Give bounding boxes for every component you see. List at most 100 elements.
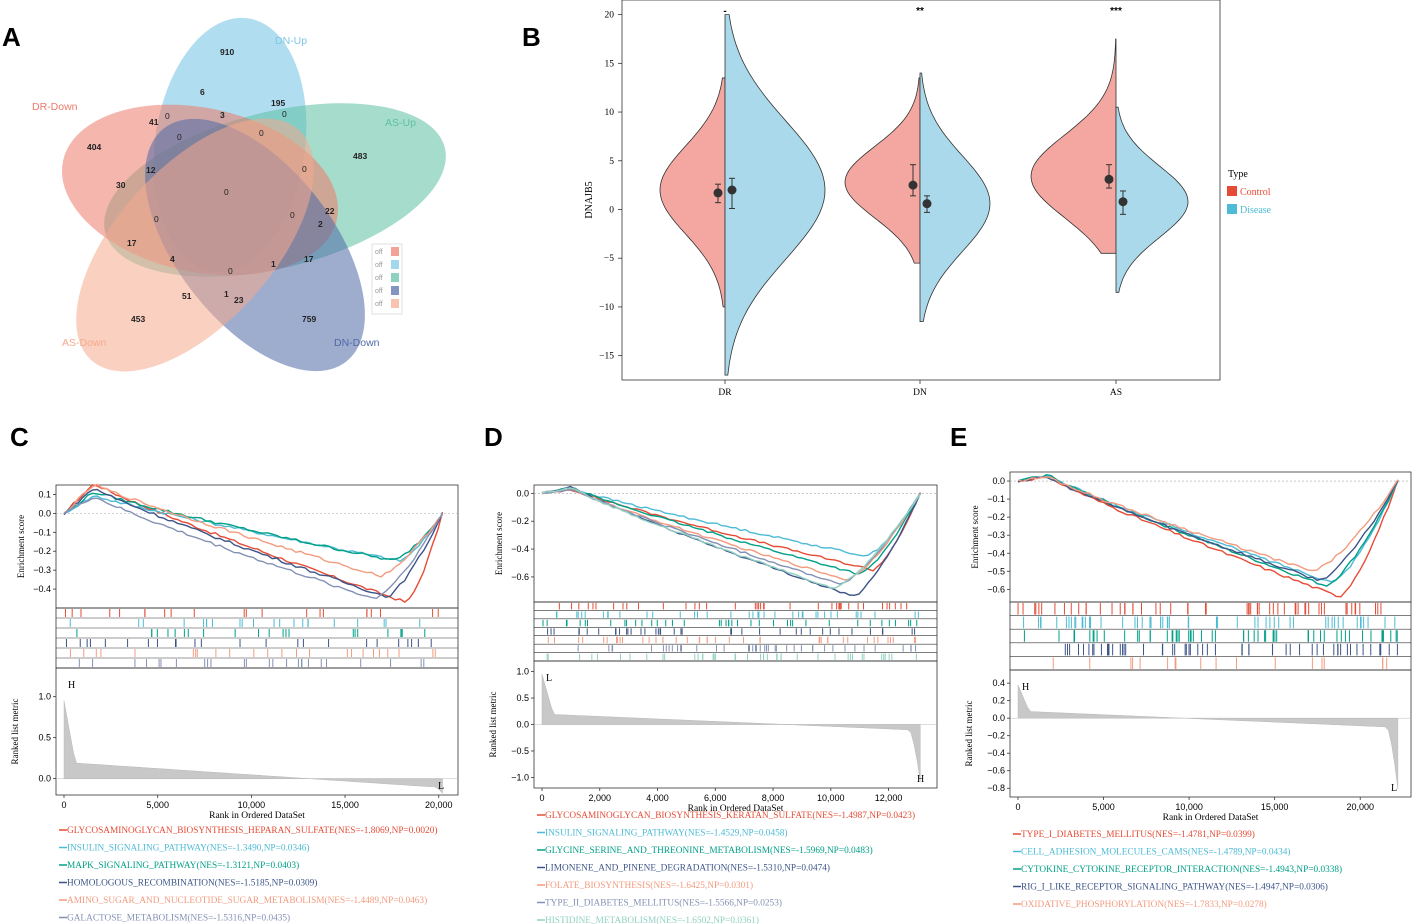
venn-count: 453 xyxy=(131,314,145,324)
venn-count: 17 xyxy=(304,254,314,264)
gsea-legend-label: OXIDATIVE_PHOSPHORYLATION(NES=-1.7833,NP… xyxy=(1021,899,1267,910)
venn-legend-swatch xyxy=(391,299,399,308)
gsea-legend-label: GLYCINE_SERINE_AND_THREONINE_METABOLISM(… xyxy=(545,845,873,856)
venn-count: 0 xyxy=(177,132,182,142)
gsea-legend-label: INSULIN_SIGNALING_PATHWAY(NES=-1.3490,NP… xyxy=(67,843,309,854)
panel-label-b: B xyxy=(522,22,541,52)
gsea-metric-tick-label: 0.4 xyxy=(992,678,1005,688)
gsea-xlabel: Rank in Ordered DataSet xyxy=(688,804,784,814)
gsea-metric-frame xyxy=(1009,669,1412,798)
gsea-es-tick-label: 0.0 xyxy=(992,476,1005,486)
venn-legend-swatch xyxy=(391,247,399,256)
gsea-metric-area xyxy=(1017,684,1399,790)
gsea-corner-top: H xyxy=(1022,682,1029,693)
gsea-legend-label: GALACTOSE_METABOLISM(NES=-1.5316,NP=0.04… xyxy=(67,913,290,924)
gsea-metric-ylabel: Ranked list metric xyxy=(488,692,498,758)
gsea-metric-ylabel: Ranked list metric xyxy=(10,699,20,765)
gsea-metric-tick-label: −1.0 xyxy=(511,772,529,782)
gsea-metric-tick-label: 0.0 xyxy=(38,774,51,784)
venn-count: 3 xyxy=(220,110,225,120)
gsea-es-ylabel: Enrichment score xyxy=(494,512,504,575)
venn-diagram: DN-Up DR-Down AS-Up AS-Down DN-Down 910 … xyxy=(32,17,446,372)
violin-legend-swatch-control xyxy=(1227,186,1237,196)
venn-count: 0 xyxy=(228,266,233,276)
violin-mean-point xyxy=(727,185,737,195)
gsea-xtick-label: 10,000 xyxy=(817,793,845,803)
gsea-es-curve xyxy=(63,492,444,561)
gsea-es-curve xyxy=(63,488,444,598)
gsea-legend-label: TYPE_II_DIABETES_MELLITUS(NES=-1.5566,NP… xyxy=(545,898,782,909)
gsea-metric-tick-label: 0.5 xyxy=(38,733,51,743)
gsea-es-tick-label: −0.5 xyxy=(987,566,1005,576)
venn-count: 30 xyxy=(116,180,126,190)
gsea-es-frame xyxy=(55,484,459,609)
violin-ytick-label: 20 xyxy=(605,11,615,21)
gsea-corner-bottom: L xyxy=(1391,783,1397,794)
violin-x-axis: DR DN AS xyxy=(718,380,1122,398)
gsea-es-curve xyxy=(1017,476,1399,572)
violin-ytick-label: 5 xyxy=(609,157,614,167)
gsea-es-tick-label: −0.2 xyxy=(987,512,1005,522)
gsea-metric-tick-label: −0.4 xyxy=(987,748,1005,758)
gsea-xtick-label: 4,000 xyxy=(646,793,669,803)
gsea-xtick-label: 15,000 xyxy=(1261,802,1289,812)
gsea-es-tick-label: −0.1 xyxy=(33,527,51,537)
venn-count: 17 xyxy=(127,238,137,248)
venn-count: 1 xyxy=(224,289,229,299)
violin-mean-point xyxy=(713,188,723,198)
gsea-es-curve xyxy=(541,488,921,557)
gsea-metric-tick-label: 0.5 xyxy=(516,693,529,703)
violin-half-disease xyxy=(1115,106,1189,293)
gsea-legend-label: INSULIN_SIGNALING_PATHWAY(NES=-1.4529,NP… xyxy=(545,828,787,839)
venn-count: 23 xyxy=(234,295,244,305)
gsea-es-tick-label: −0.3 xyxy=(33,565,51,575)
gsea-es-tick-label: −0.2 xyxy=(511,516,529,526)
venn-count: 0 xyxy=(224,187,229,197)
violin-half-control xyxy=(844,77,921,264)
venn-count: 0 xyxy=(290,210,295,220)
gsea-corner-bottom: L xyxy=(438,781,444,792)
gsea-metric-tick-label: −0.6 xyxy=(987,766,1005,776)
venn-label-as-up: AS-Up xyxy=(385,117,416,129)
gsea-legend-label: CYTOKINE_CYTOKINE_RECEPTOR_INTERACTION(N… xyxy=(1021,864,1342,875)
gsea-metric-tick-label: 0.0 xyxy=(516,720,529,730)
venn-count: 1 xyxy=(271,259,276,269)
gsea-xlabel: Rank in Ordered DataSet xyxy=(209,811,305,821)
gsea-xtick-label: 15,000 xyxy=(331,800,359,810)
venn-count: 0 xyxy=(154,214,159,224)
gsea-corner-bottom: H xyxy=(917,774,924,785)
venn-legend-label: off xyxy=(375,275,383,282)
venn-count: 2 xyxy=(318,219,323,229)
venn-count: 0 xyxy=(282,109,287,119)
gsea-es-tick-label: 0.0 xyxy=(38,508,51,518)
gsea-metric-area xyxy=(541,674,921,782)
gsea-es-curve xyxy=(63,495,444,563)
gsea-es-tick-label: −0.1 xyxy=(987,494,1005,504)
panel-label-c: C xyxy=(10,422,29,452)
violin-ytick-label: −5 xyxy=(604,254,614,264)
venn-legend-swatch xyxy=(391,260,399,269)
venn-count: 22 xyxy=(325,206,335,216)
gsea-metric-area xyxy=(63,700,443,795)
gsea-es-tick-label: −0.3 xyxy=(987,530,1005,540)
panel-label-e: E xyxy=(950,422,967,452)
gsea-legend-label: GLYCOSAMINOGLYCAN_BIOSYNTHESIS_KERATAN_S… xyxy=(545,810,915,821)
venn-count: 41 xyxy=(149,117,159,127)
gsea-legend-label: FOLATE_BIOSYNTHESIS(NES=-1.6425,NP=0.030… xyxy=(545,880,753,891)
violin-legend-title: Type xyxy=(1228,169,1248,180)
violin-legend-control: Control xyxy=(1240,187,1271,198)
gsea-es-curve xyxy=(541,485,921,597)
gsea-xtick-label: 8,000 xyxy=(762,793,785,803)
gsea-metric-tick-label: 0.2 xyxy=(992,696,1005,706)
venn-label-as-down: AS-Down xyxy=(62,337,107,349)
venn-legend-label: off xyxy=(375,262,383,269)
venn-count: 0 xyxy=(165,111,170,121)
violin-ytick-label: −15 xyxy=(599,352,614,362)
violin-significance: - ** *** xyxy=(723,6,1122,17)
panel-label-d: D xyxy=(484,422,503,452)
venn-label-dr-down: DR-Down xyxy=(32,101,78,113)
venn-count: 910 xyxy=(220,47,234,57)
violin-ytick-label: −10 xyxy=(599,303,614,313)
gsea-xtick-label: 5,000 xyxy=(146,800,169,810)
